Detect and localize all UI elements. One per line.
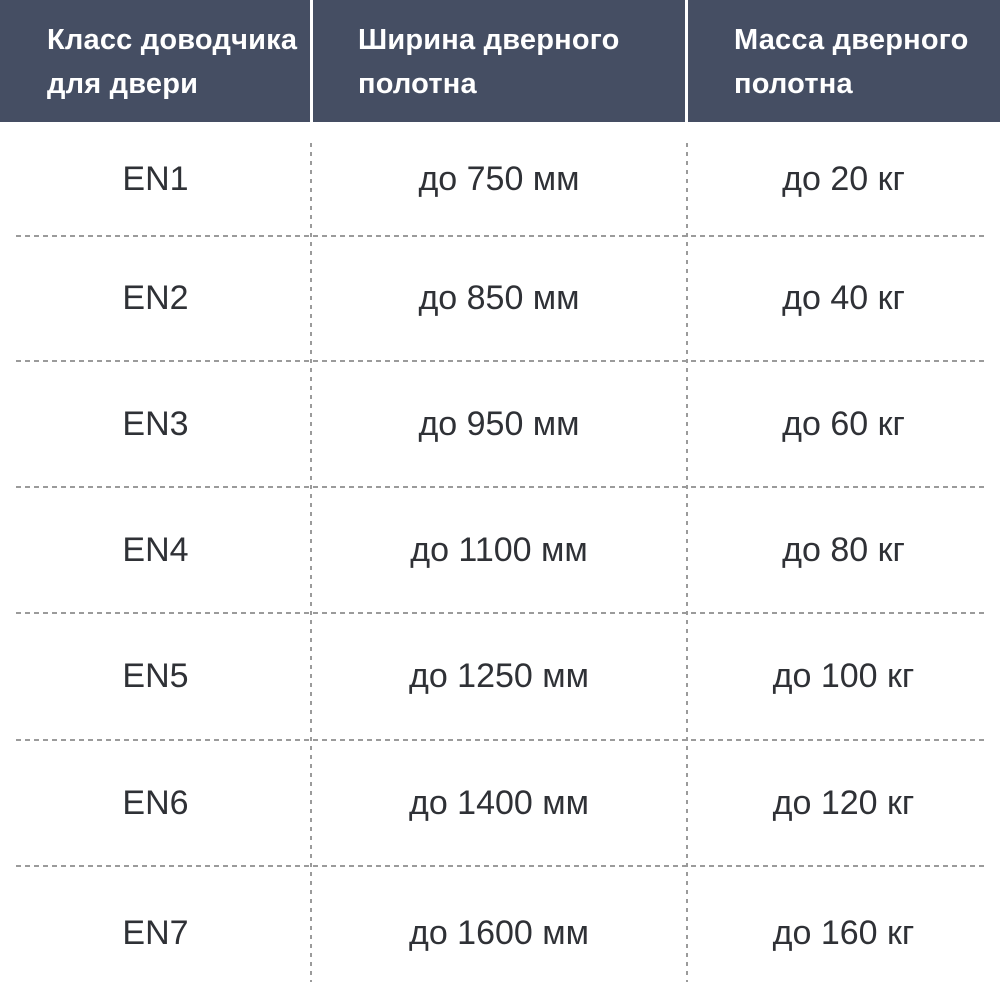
cell-en3-mass: до 60 кг — [782, 404, 905, 443]
cell-en5-mass: до 100 кг — [772, 657, 915, 695]
cell-en6-mass: до 120 кг — [772, 783, 915, 822]
cell-en4-mass: до 80 кг — [782, 530, 905, 569]
row-divider-6 — [16, 865, 984, 867]
cell-en3-width: до 950 мм — [418, 404, 580, 443]
cell-en7-width: до 1600 мм — [408, 913, 590, 952]
cell-en3-class: EN3 — [122, 404, 189, 443]
cell-en7-class: EN7 — [122, 913, 189, 952]
table-body: EN1 до 750 мм до 20 кг EN2 до 850 мм до … — [0, 122, 1000, 1000]
cell-en6-class: EN6 — [122, 783, 189, 822]
body-column-divider-2 — [686, 143, 688, 982]
header-column-divider-1 — [310, 0, 313, 122]
cell-en2-width: до 850 мм — [418, 279, 580, 317]
header-door-mass-line1: Масса дверного — [734, 24, 969, 56]
row-divider-2 — [16, 360, 984, 362]
cell-en2-class: EN2 — [122, 279, 189, 317]
header-cell-door-mass: Масса дверного полотна — [687, 0, 1000, 122]
cell-en1-class: EN1 — [122, 159, 189, 198]
header-door-width-line2: полотна — [358, 68, 477, 100]
cell-en5-class: EN5 — [122, 657, 189, 695]
cell-en1-width: до 750 мм — [418, 159, 580, 198]
row-divider-1 — [16, 235, 984, 237]
cell-en5-width: до 1250 мм — [408, 657, 590, 695]
header-closer-class-line1: Класс доводчика — [47, 24, 298, 56]
header-closer-class-line2: для двери — [47, 68, 199, 100]
header-door-mass-line2: полотна — [734, 68, 853, 100]
header-door-width-line1: Ширина дверного — [358, 24, 620, 56]
table-header-row: Класс доводчика для двери Ширина дверног… — [0, 0, 1000, 122]
row-divider-5 — [16, 739, 984, 741]
row-divider-3 — [16, 486, 984, 488]
cell-en4-class: EN4 — [122, 530, 189, 569]
row-divider-4 — [16, 612, 984, 614]
body-column-divider-1 — [310, 143, 312, 982]
header-column-divider-2 — [685, 0, 688, 122]
cell-en1-mass: до 20 кг — [782, 159, 905, 198]
cell-en2-mass: до 40 кг — [782, 279, 905, 317]
header-cell-closer-class: Класс доводчика для двери — [0, 0, 311, 122]
cell-en7-mass: до 160 кг — [772, 913, 915, 952]
cell-en6-width: до 1400 мм — [408, 783, 590, 822]
header-cell-door-width: Ширина дверного полотна — [311, 0, 687, 122]
cell-en4-width: до 1100 мм — [410, 530, 588, 569]
